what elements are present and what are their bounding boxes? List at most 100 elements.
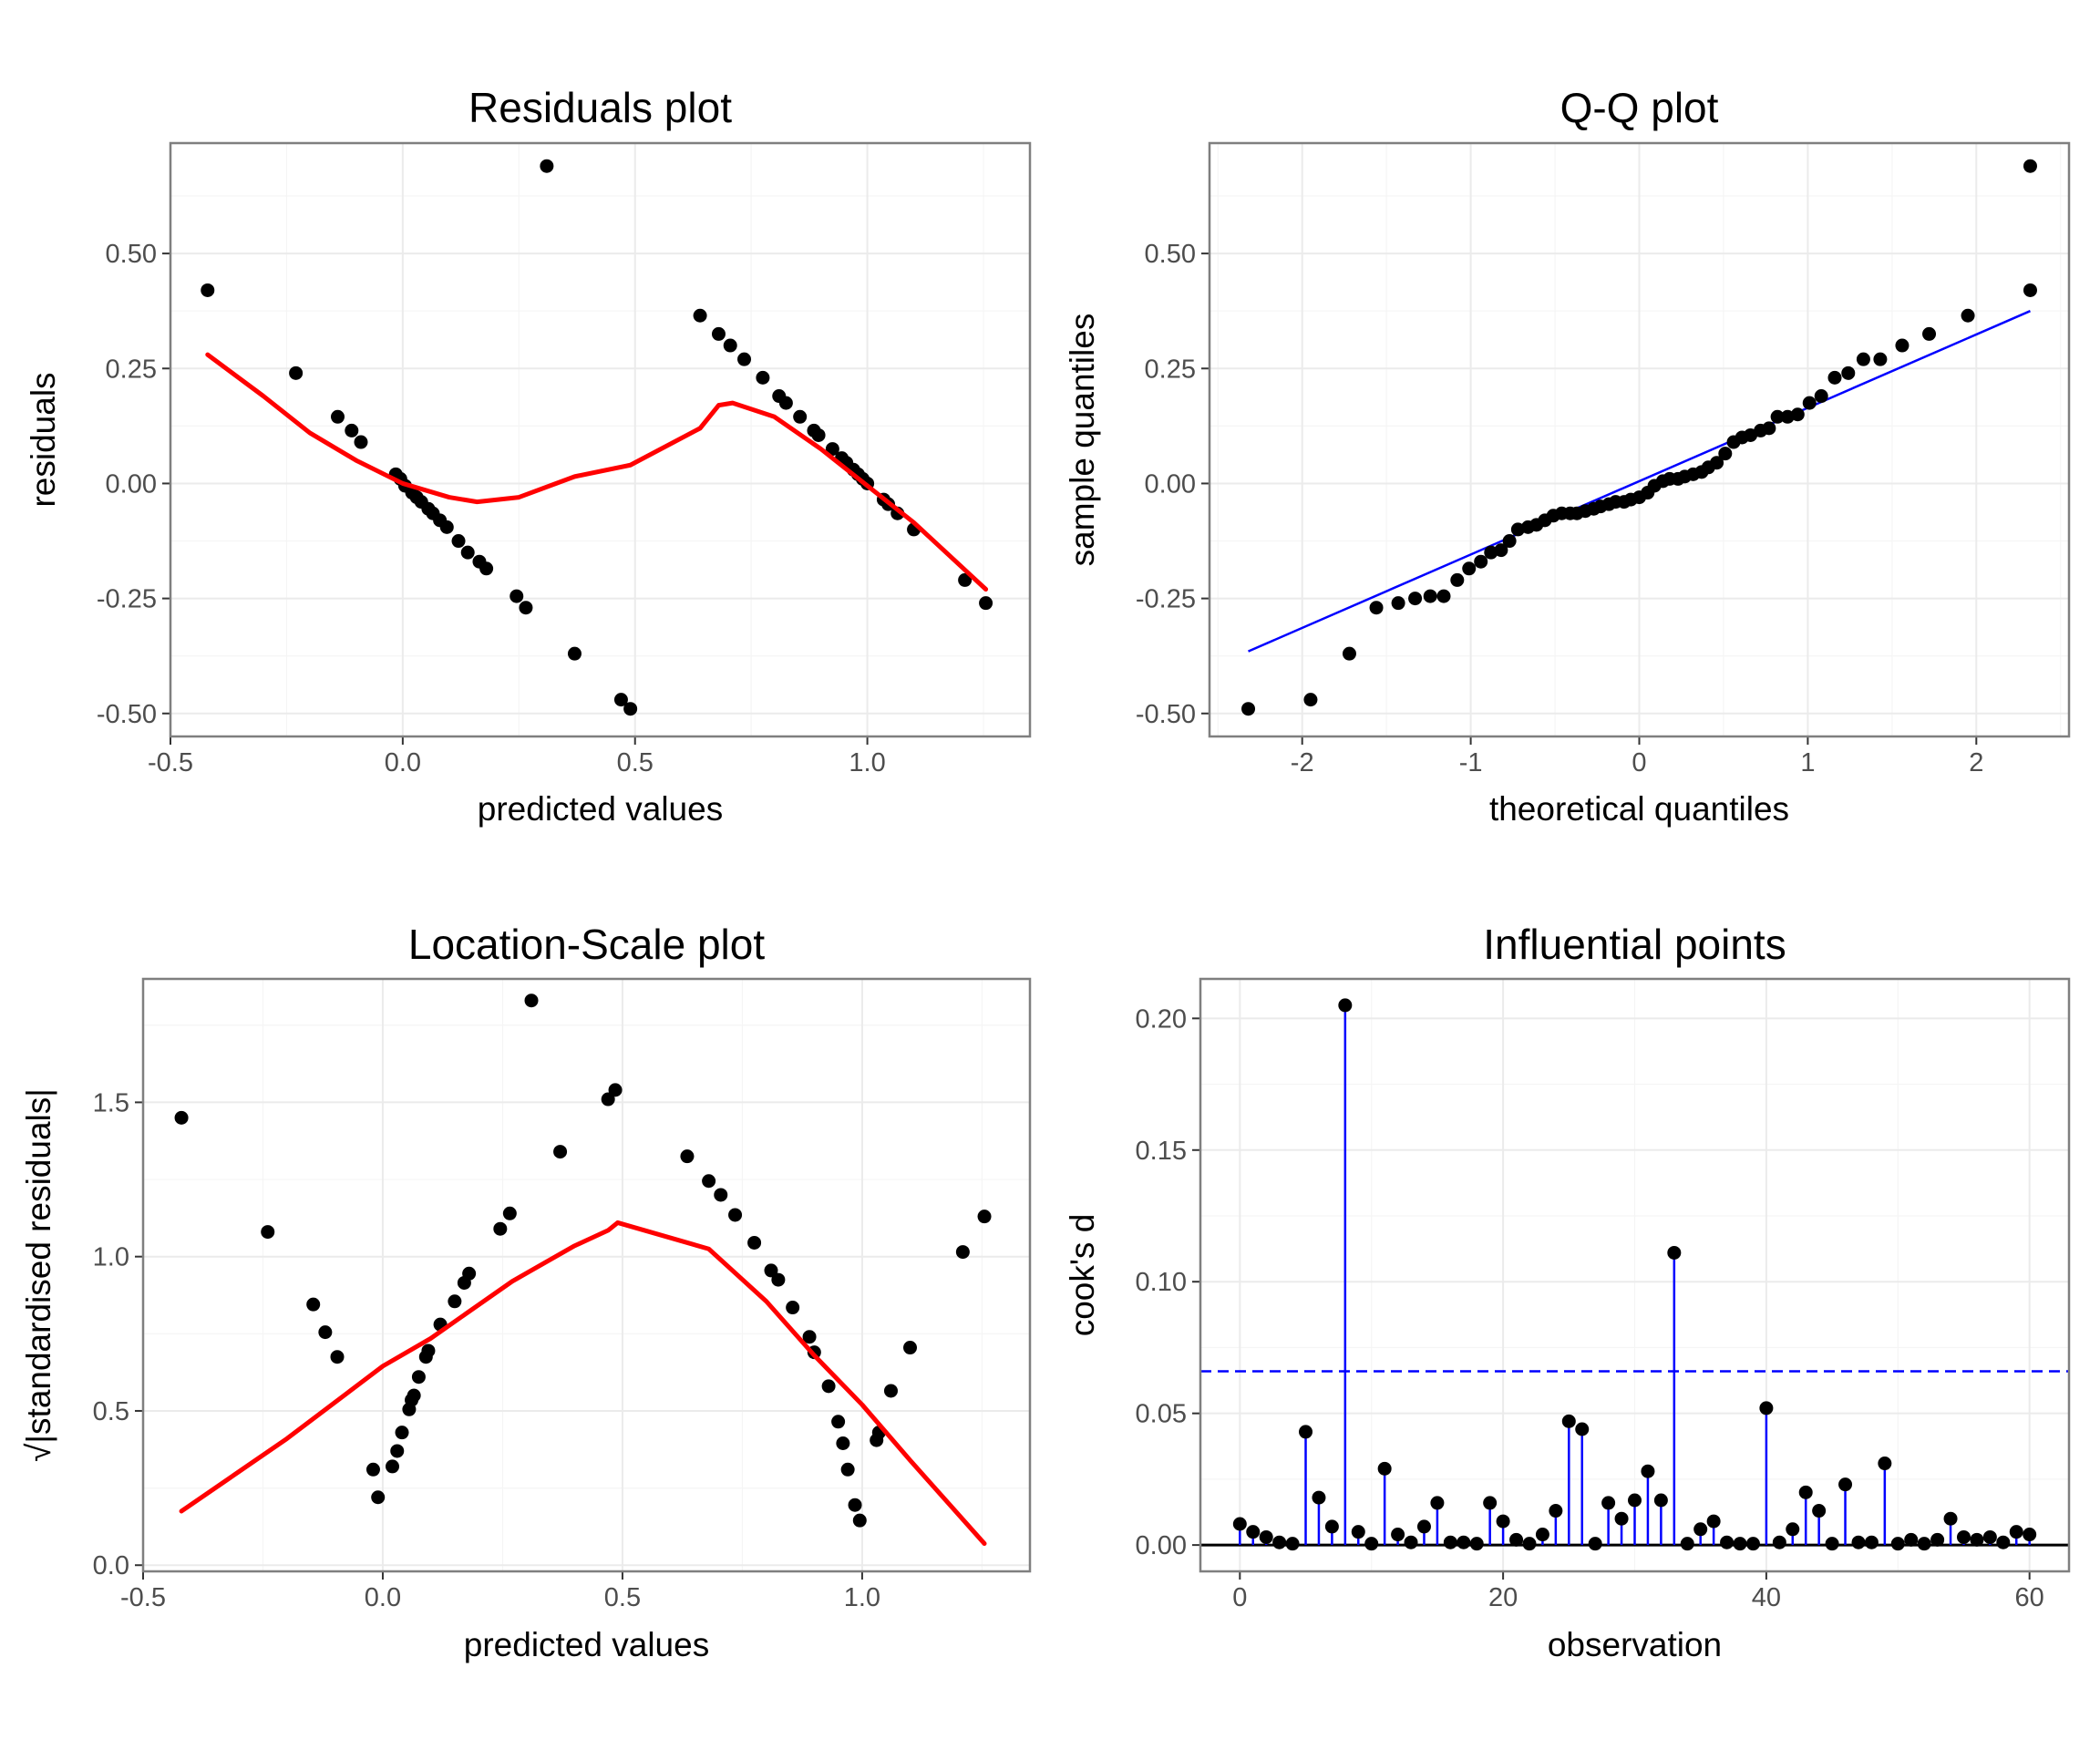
data-point (385, 1459, 399, 1474)
data-point (1917, 1537, 1931, 1551)
data-point (903, 1341, 918, 1355)
data-point (1667, 1245, 1682, 1260)
data-point (462, 1266, 477, 1281)
data-point (460, 545, 475, 560)
data-point (365, 1462, 380, 1477)
data-point (201, 283, 215, 297)
y-tick-label: 0.50 (1145, 240, 1196, 269)
data-point (1443, 1535, 1457, 1549)
data-point (1342, 646, 1356, 661)
data-point (1502, 534, 1517, 549)
data-point (345, 423, 359, 438)
data-point (1299, 1425, 1313, 1439)
y-tick-label: 0.05 (1136, 1400, 1187, 1429)
data-point (1338, 998, 1353, 1013)
data-point (519, 601, 533, 615)
panel-title: Influential points (1483, 921, 1786, 968)
data-point (955, 1245, 970, 1260)
x-axis-title: predicted values (478, 790, 723, 828)
data-point (261, 1225, 275, 1240)
data-point (1369, 601, 1384, 615)
data-point (623, 702, 638, 716)
data-point (1786, 1522, 1800, 1537)
data-point (756, 370, 770, 385)
data-point (1878, 1457, 1892, 1471)
data-point (1930, 1532, 1945, 1547)
data-point (1864, 1535, 1879, 1549)
data-point (1483, 1496, 1498, 1510)
data-point (1856, 352, 1870, 366)
data-point (289, 365, 304, 380)
data-point (553, 1145, 568, 1159)
x-tick-label: -1 (1459, 748, 1483, 777)
data-point (371, 1490, 386, 1505)
plot-area (201, 159, 993, 716)
x-tick-label: 2 (1969, 748, 1983, 777)
data-point (728, 1208, 743, 1222)
panel-border (169, 141, 1032, 738)
x-tick-label: 0 (1632, 748, 1646, 777)
data-point (836, 1436, 850, 1451)
data-point (1494, 543, 1508, 558)
data-point (778, 396, 793, 410)
x-axis-title: theoretical quantiles (1489, 790, 1789, 828)
data-point (421, 1343, 436, 1358)
data-point (1496, 1514, 1510, 1529)
data-point (567, 646, 582, 661)
data-point (502, 1206, 517, 1220)
data-point (848, 1498, 862, 1512)
y-tick-label: -0.25 (97, 585, 157, 614)
data-point (1423, 589, 1437, 603)
data-point (1391, 596, 1405, 611)
data-point (493, 1221, 508, 1236)
data-point (852, 1513, 867, 1528)
data-point (883, 1384, 898, 1398)
x-tick-label: -0.5 (148, 748, 193, 777)
data-point (2023, 1528, 2037, 1542)
data-point (479, 561, 494, 576)
data-point (1303, 693, 1318, 707)
data-point (840, 1462, 855, 1477)
y-tick-label: 0.00 (1136, 1531, 1187, 1560)
data-point (1825, 1537, 1839, 1551)
panel-border (1208, 141, 2071, 738)
plot-area (174, 993, 992, 1547)
data-point (1601, 1496, 1616, 1510)
data-point (977, 1210, 992, 1224)
data-point (613, 693, 628, 707)
data-point (1693, 1522, 1708, 1537)
y-tick-label: 0.25 (1145, 355, 1196, 384)
data-point (1653, 1493, 1668, 1508)
data-point (1838, 1477, 1853, 1492)
data-point (1351, 1525, 1365, 1539)
data-point (306, 1297, 321, 1312)
y-axis-title: sample quantiles (1064, 314, 1101, 567)
panel-title: Q-Q plot (1560, 84, 1719, 131)
panel-border (1199, 977, 2071, 1573)
data-point (1535, 1528, 1549, 1542)
data-point (737, 352, 752, 366)
data-point (764, 1263, 778, 1278)
data-point (680, 1149, 695, 1164)
data-point (714, 1188, 728, 1202)
y-tick-label: 0.25 (106, 355, 157, 384)
x-tick-label: 0 (1232, 1583, 1247, 1612)
data-point (2009, 1525, 2023, 1539)
data-point (1798, 1485, 1813, 1499)
data-point (1895, 338, 1910, 353)
chart-panel-residuals: -0.5 0.0 0.5 1.0 -0.50 -0.25 0.00 0.25 0.50 Resid… (25, 84, 1032, 828)
data-point (354, 435, 368, 449)
y-tick-label: 0.20 (1136, 1004, 1187, 1034)
data-point (390, 1444, 405, 1458)
smooth-line (205, 352, 989, 592)
x-tick-label: -0.5 (120, 1583, 166, 1612)
data-point (1241, 702, 1256, 716)
data-point (793, 409, 808, 424)
panel-title: Residuals plot (468, 84, 732, 131)
x-tick-label: 0.0 (365, 1583, 401, 1612)
plot-area (1200, 998, 2069, 1551)
data-point (1745, 1537, 1760, 1551)
smooth-line (179, 1220, 987, 1547)
data-point (1450, 572, 1465, 587)
data-point (174, 1110, 189, 1125)
